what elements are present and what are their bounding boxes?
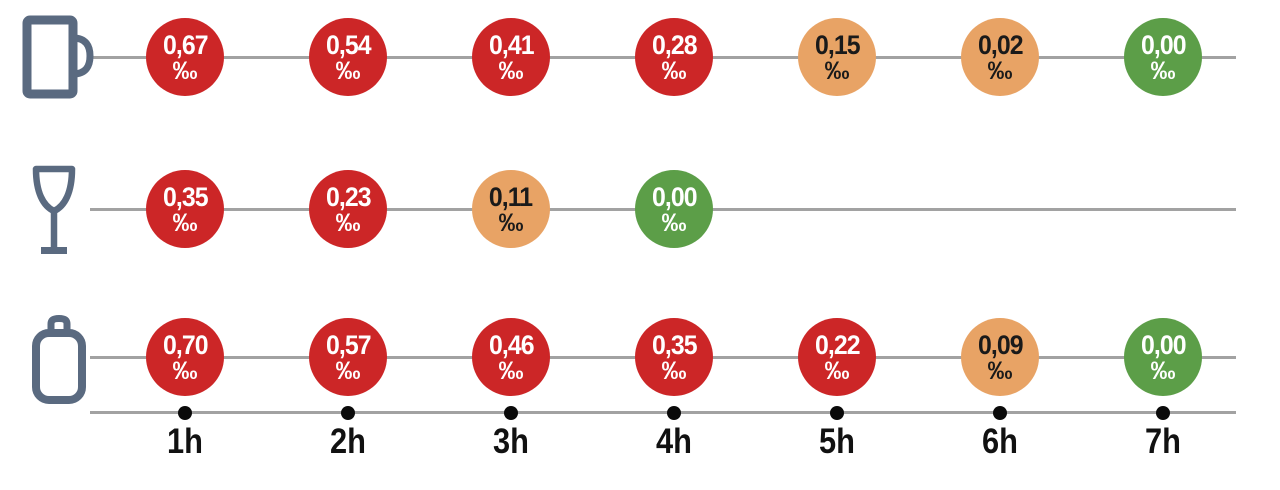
permille-unit: ‰ bbox=[498, 209, 524, 237]
permille-unit: ‰ bbox=[498, 357, 524, 385]
time-axis-dot bbox=[667, 406, 681, 420]
bac-value: 0,15 bbox=[814, 30, 861, 60]
bac-bubble: 0,00 ‰ bbox=[635, 170, 713, 248]
bac-bubble: 0,35 ‰ bbox=[146, 170, 224, 248]
permille-unit: ‰ bbox=[1150, 357, 1176, 385]
bac-bubble: 0,70 ‰ bbox=[146, 318, 224, 396]
bac-bubble: 0,02 ‰ bbox=[961, 18, 1039, 96]
permille-unit: ‰ bbox=[824, 357, 850, 385]
permille-unit: ‰ bbox=[824, 57, 850, 85]
bac-bubble: 0,41 ‰ bbox=[472, 18, 550, 96]
time-tick-label: 6h bbox=[982, 422, 1018, 461]
time-axis-dot bbox=[504, 406, 518, 420]
time-axis-dot bbox=[178, 406, 192, 420]
time-tick-label: 5h bbox=[819, 422, 855, 461]
wine-glass-icon bbox=[28, 165, 80, 257]
time-tick-label: 3h bbox=[493, 422, 529, 461]
bac-bubble: 0,11 ‰ bbox=[472, 170, 550, 248]
bac-value: 0,41 bbox=[488, 30, 535, 60]
bac-bubble: 0,00 ‰ bbox=[1124, 318, 1202, 396]
permille-unit: ‰ bbox=[661, 357, 687, 385]
permille-unit: ‰ bbox=[987, 357, 1013, 385]
permille-unit: ‰ bbox=[661, 209, 687, 237]
time-tick-label: 1h bbox=[167, 422, 203, 461]
permille-unit: ‰ bbox=[172, 209, 198, 237]
bac-bubble: 0,15 ‰ bbox=[798, 18, 876, 96]
bac-bubble: 0,57 ‰ bbox=[309, 318, 387, 396]
bac-bubble: 0,22 ‰ bbox=[798, 318, 876, 396]
time-axis-dot bbox=[341, 406, 355, 420]
time-axis-dot bbox=[830, 406, 844, 420]
permille-unit: ‰ bbox=[335, 57, 361, 85]
permille-unit: ‰ bbox=[172, 357, 198, 385]
time-tick-label: 4h bbox=[656, 422, 692, 461]
bac-bubble: 0,67 ‰ bbox=[146, 18, 224, 96]
permille-unit: ‰ bbox=[498, 57, 524, 85]
bac-bubble: 0,23 ‰ bbox=[309, 170, 387, 248]
time-axis-line bbox=[90, 411, 1236, 414]
permille-unit: ‰ bbox=[335, 209, 361, 237]
bac-value: 0,00 bbox=[1140, 30, 1187, 60]
time-axis-dot bbox=[993, 406, 1007, 420]
bac-value: 0,35 bbox=[162, 182, 209, 212]
bac-value: 0,35 bbox=[651, 330, 698, 360]
beer-mug-icon bbox=[20, 13, 94, 101]
permille-unit: ‰ bbox=[661, 57, 687, 85]
bac-bubble: 0,00 ‰ bbox=[1124, 18, 1202, 96]
bottle-icon bbox=[28, 314, 90, 404]
bac-value: 0,57 bbox=[325, 330, 372, 360]
bac-bubble: 0,54 ‰ bbox=[309, 18, 387, 96]
permille-unit: ‰ bbox=[987, 57, 1013, 85]
bac-value: 0,67 bbox=[162, 30, 209, 60]
bac-value: 0,70 bbox=[162, 330, 209, 360]
permille-unit: ‰ bbox=[172, 57, 198, 85]
bac-value: 0,00 bbox=[651, 182, 698, 212]
bac-value: 0,00 bbox=[1140, 330, 1187, 360]
time-tick-label: 2h bbox=[330, 422, 366, 461]
bac-bubble: 0,35 ‰ bbox=[635, 318, 713, 396]
bac-value: 0,22 bbox=[814, 330, 861, 360]
bac-value: 0,46 bbox=[488, 330, 535, 360]
bac-value: 0,09 bbox=[977, 330, 1024, 360]
bac-bubble: 0,28 ‰ bbox=[635, 18, 713, 96]
bac-value: 0,54 bbox=[325, 30, 372, 60]
bac-bubble: 0,09 ‰ bbox=[961, 318, 1039, 396]
permille-unit: ‰ bbox=[335, 357, 361, 385]
time-axis-dot bbox=[1156, 406, 1170, 420]
bac-value: 0,02 bbox=[977, 30, 1024, 60]
permille-unit: ‰ bbox=[1150, 57, 1176, 85]
bac-value: 0,11 bbox=[489, 182, 533, 212]
time-tick-label: 7h bbox=[1145, 422, 1181, 461]
bac-value: 0,28 bbox=[651, 30, 698, 60]
bac-value: 0,23 bbox=[325, 182, 372, 212]
bac-bubble: 0,46 ‰ bbox=[472, 318, 550, 396]
